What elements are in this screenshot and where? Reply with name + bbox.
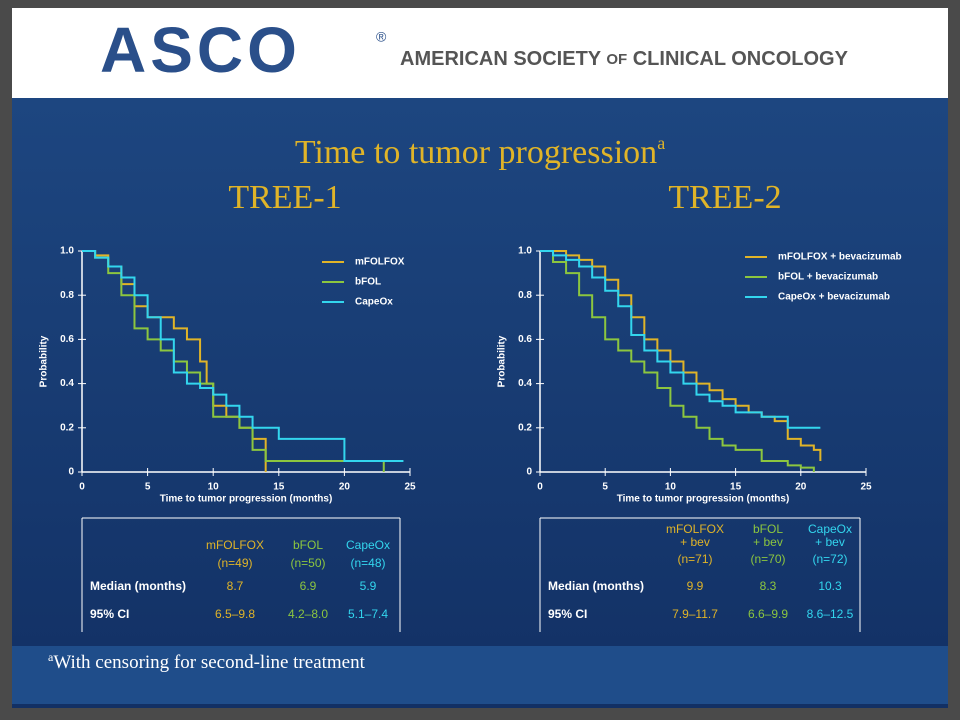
row-label: 95% CI bbox=[90, 607, 129, 621]
x-tick-label: 0 bbox=[79, 482, 85, 493]
footnote: aWith censoring for second-line treatmen… bbox=[48, 650, 366, 674]
column-n: (n=71) bbox=[677, 552, 712, 566]
column-header: + bev bbox=[680, 535, 710, 549]
org-part: CLINICAL ONCOLOGY bbox=[633, 48, 849, 70]
column-n: (n=50) bbox=[290, 556, 325, 570]
x-tick-label: 25 bbox=[404, 482, 416, 493]
legend-label: mFOLFOX bbox=[355, 257, 405, 268]
x-axis-label: Time to tumor progression (months) bbox=[617, 494, 790, 505]
org-name: AMERICAN SOCIETY OF CLINICAL ONCOLOGY bbox=[400, 48, 849, 70]
x-tick-label: 10 bbox=[665, 482, 677, 493]
km-curve bbox=[82, 250, 404, 462]
footnote-text: With censoring for second-line treatment bbox=[53, 652, 365, 673]
x-tick-label: 20 bbox=[339, 482, 351, 493]
y-tick-label: 1.0 bbox=[518, 246, 532, 257]
column-header: mFOLFOX bbox=[206, 538, 264, 552]
y-tick-label: 0.2 bbox=[60, 422, 74, 433]
x-tick-label: 15 bbox=[273, 482, 285, 493]
legend-label: mFOLFOX + bevacizumab bbox=[778, 252, 902, 263]
y-tick-label: 0 bbox=[68, 467, 74, 478]
y-tick-label: 1.0 bbox=[60, 246, 74, 257]
row-label: 95% CI bbox=[548, 607, 587, 621]
column-header: CapeOx bbox=[346, 538, 390, 552]
registered: ® bbox=[376, 29, 387, 45]
x-axis-label: Time to tumor progression (months) bbox=[160, 494, 333, 505]
y-axis-label: Probability bbox=[39, 335, 50, 387]
column-n: (n=48) bbox=[350, 556, 385, 570]
title-sup: a bbox=[657, 133, 665, 153]
x-tick-label: 0 bbox=[537, 482, 543, 493]
table-cell: 7.9–11.7 bbox=[672, 607, 718, 621]
logo: ASCO bbox=[100, 14, 301, 86]
column-n: (n=49) bbox=[217, 556, 252, 570]
legend-label: bFOL bbox=[355, 277, 381, 288]
table-cell: 8.6–12.5 bbox=[807, 607, 854, 621]
x-tick-label: 20 bbox=[795, 482, 807, 493]
table-cell: 10.3 bbox=[818, 579, 842, 593]
table-cell: 5.9 bbox=[360, 579, 377, 593]
org-part: AMERICAN SOCIETY bbox=[400, 48, 602, 70]
y-tick-label: 0.6 bbox=[518, 334, 532, 345]
column-header: + bev bbox=[753, 535, 783, 549]
table-cell: 6.6–9.9 bbox=[748, 607, 788, 621]
km-curve bbox=[540, 250, 821, 429]
y-axis-label: Probability bbox=[497, 335, 508, 387]
table-cell: 8.3 bbox=[760, 579, 777, 593]
y-tick-label: 0.4 bbox=[60, 378, 74, 389]
slide-title: Time to tumor progressiona bbox=[295, 133, 665, 171]
y-tick-label: 0.4 bbox=[518, 378, 532, 389]
column-header: CapeOx bbox=[808, 522, 852, 536]
x-tick-label: 5 bbox=[145, 482, 151, 493]
x-tick-label: 10 bbox=[208, 482, 220, 493]
table-cell: 6.9 bbox=[300, 579, 317, 593]
y-tick-label: 0.8 bbox=[60, 290, 74, 301]
y-tick-label: 0.2 bbox=[518, 422, 532, 433]
chart-title: TREE-1 bbox=[228, 179, 341, 216]
column-n: (n=72) bbox=[812, 552, 847, 566]
table-cell: 4.2–8.0 bbox=[288, 607, 328, 621]
y-tick-label: 0.6 bbox=[60, 334, 74, 345]
title-text: Time to tumor progression bbox=[295, 134, 657, 171]
column-header: bFOL bbox=[753, 522, 783, 536]
content-band bbox=[12, 98, 948, 708]
footnote-sup: a bbox=[48, 650, 54, 664]
column-header: + bev bbox=[815, 535, 845, 549]
x-tick-label: 5 bbox=[602, 482, 608, 493]
row-label: Median (months) bbox=[548, 579, 644, 593]
column-header: bFOL bbox=[293, 538, 323, 552]
y-tick-label: 0 bbox=[526, 467, 532, 478]
legend-label: CapeOx bbox=[355, 297, 393, 308]
org-part: OF bbox=[606, 51, 627, 68]
table-cell: 8.7 bbox=[227, 579, 244, 593]
x-tick-label: 15 bbox=[730, 482, 742, 493]
table-cell: 5.1–7.4 bbox=[348, 607, 388, 621]
chart-title: TREE-2 bbox=[668, 179, 781, 216]
table-cell: 6.5–9.8 bbox=[215, 607, 255, 621]
footnote-band bbox=[12, 646, 948, 704]
km-curve bbox=[540, 250, 815, 472]
row-label: Median (months) bbox=[90, 579, 186, 593]
y-tick-label: 0.8 bbox=[518, 290, 532, 301]
legend-label: CapeOx + bevacizumab bbox=[778, 292, 890, 303]
column-header: mFOLFOX bbox=[666, 522, 724, 536]
column-n: (n=70) bbox=[750, 552, 785, 566]
header-band bbox=[12, 8, 948, 98]
table-cell: 9.9 bbox=[687, 579, 704, 593]
x-tick-label: 25 bbox=[860, 482, 872, 493]
legend-label: bFOL + bevacizumab bbox=[778, 272, 878, 283]
